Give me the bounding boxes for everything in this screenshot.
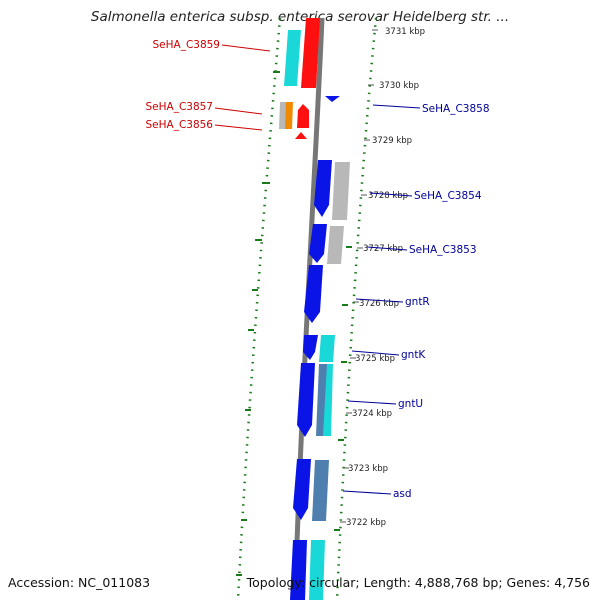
cds-gray-c3857 bbox=[279, 102, 287, 129]
accession-label: Accession: NC_011083 bbox=[8, 575, 151, 590]
cds-blue-gntK bbox=[303, 335, 318, 360]
kbp-label-3725: 3725 kbp bbox=[355, 354, 395, 364]
cds-blue-gntR bbox=[304, 265, 323, 323]
cds-cyan-gntK bbox=[319, 335, 335, 362]
gene-label-SeHA_C3854: SeHA_C3854 bbox=[414, 190, 482, 202]
kbp-label-3731: 3731 kbp bbox=[385, 27, 425, 37]
cds-blue-c3853 bbox=[309, 224, 327, 263]
cds-cyan-top bbox=[284, 30, 301, 86]
kbp-label-3730: 3730 kbp bbox=[379, 81, 419, 91]
kbp-ticks bbox=[340, 29, 378, 523]
cds-red-small bbox=[297, 104, 309, 128]
cds-steel-asd bbox=[312, 460, 329, 521]
cds-blue-c3854 bbox=[314, 160, 332, 217]
kbp-label-3727: 3727 kbp bbox=[363, 244, 403, 254]
cds-red-tip bbox=[295, 132, 307, 139]
cds-cyan-bottom bbox=[309, 540, 325, 600]
cds-blue-asd bbox=[293, 459, 311, 520]
gene-label-SeHA_C3858: SeHA_C3858 bbox=[422, 103, 490, 115]
gene-label-SeHA_C3857: SeHA_C3857 bbox=[145, 101, 213, 113]
kbp-label-3726: 3726 kbp bbox=[359, 299, 399, 309]
gene-label-gntU: gntU bbox=[398, 398, 423, 410]
cds-gray-c3853 bbox=[327, 226, 344, 264]
gene-label-gntK: gntK bbox=[401, 349, 426, 361]
kbp-label-3724: 3724 kbp bbox=[352, 409, 392, 419]
map-title: Salmonella enterica subsp. enterica sero… bbox=[90, 9, 510, 25]
gc-tick-marks bbox=[236, 71, 352, 576]
kbp-label-3729: 3729 kbp bbox=[372, 136, 412, 146]
cds-gray-c3854 bbox=[332, 162, 350, 220]
kbp-label-3728: 3728 kbp bbox=[368, 191, 408, 201]
gene-label-gntR: gntR bbox=[405, 296, 430, 308]
topology-info: Topology: circular; Length: 4,888,768 bp… bbox=[246, 575, 590, 590]
cds-blue-triangle bbox=[325, 96, 340, 102]
cds-orange-c3856 bbox=[285, 102, 293, 129]
cds-red-top bbox=[301, 18, 320, 88]
kbp-label-3722: 3722 kbp bbox=[346, 518, 386, 528]
cds-steel-gntU bbox=[316, 364, 327, 436]
kbp-label-3723: 3723 kbp bbox=[348, 464, 388, 474]
gc-ring-outer bbox=[335, 17, 378, 600]
cds-blue-gntU bbox=[297, 363, 315, 437]
gene-label-asd: asd bbox=[393, 488, 412, 500]
gene-label-SeHA_C3856: SeHA_C3856 bbox=[145, 119, 213, 131]
gc-ring-inner bbox=[236, 17, 282, 600]
gene-label-SeHA_C3859: SeHA_C3859 bbox=[152, 39, 220, 51]
cds-blue-bottom bbox=[290, 540, 307, 600]
gene-label-SeHA_C3853: SeHA_C3853 bbox=[409, 244, 477, 256]
